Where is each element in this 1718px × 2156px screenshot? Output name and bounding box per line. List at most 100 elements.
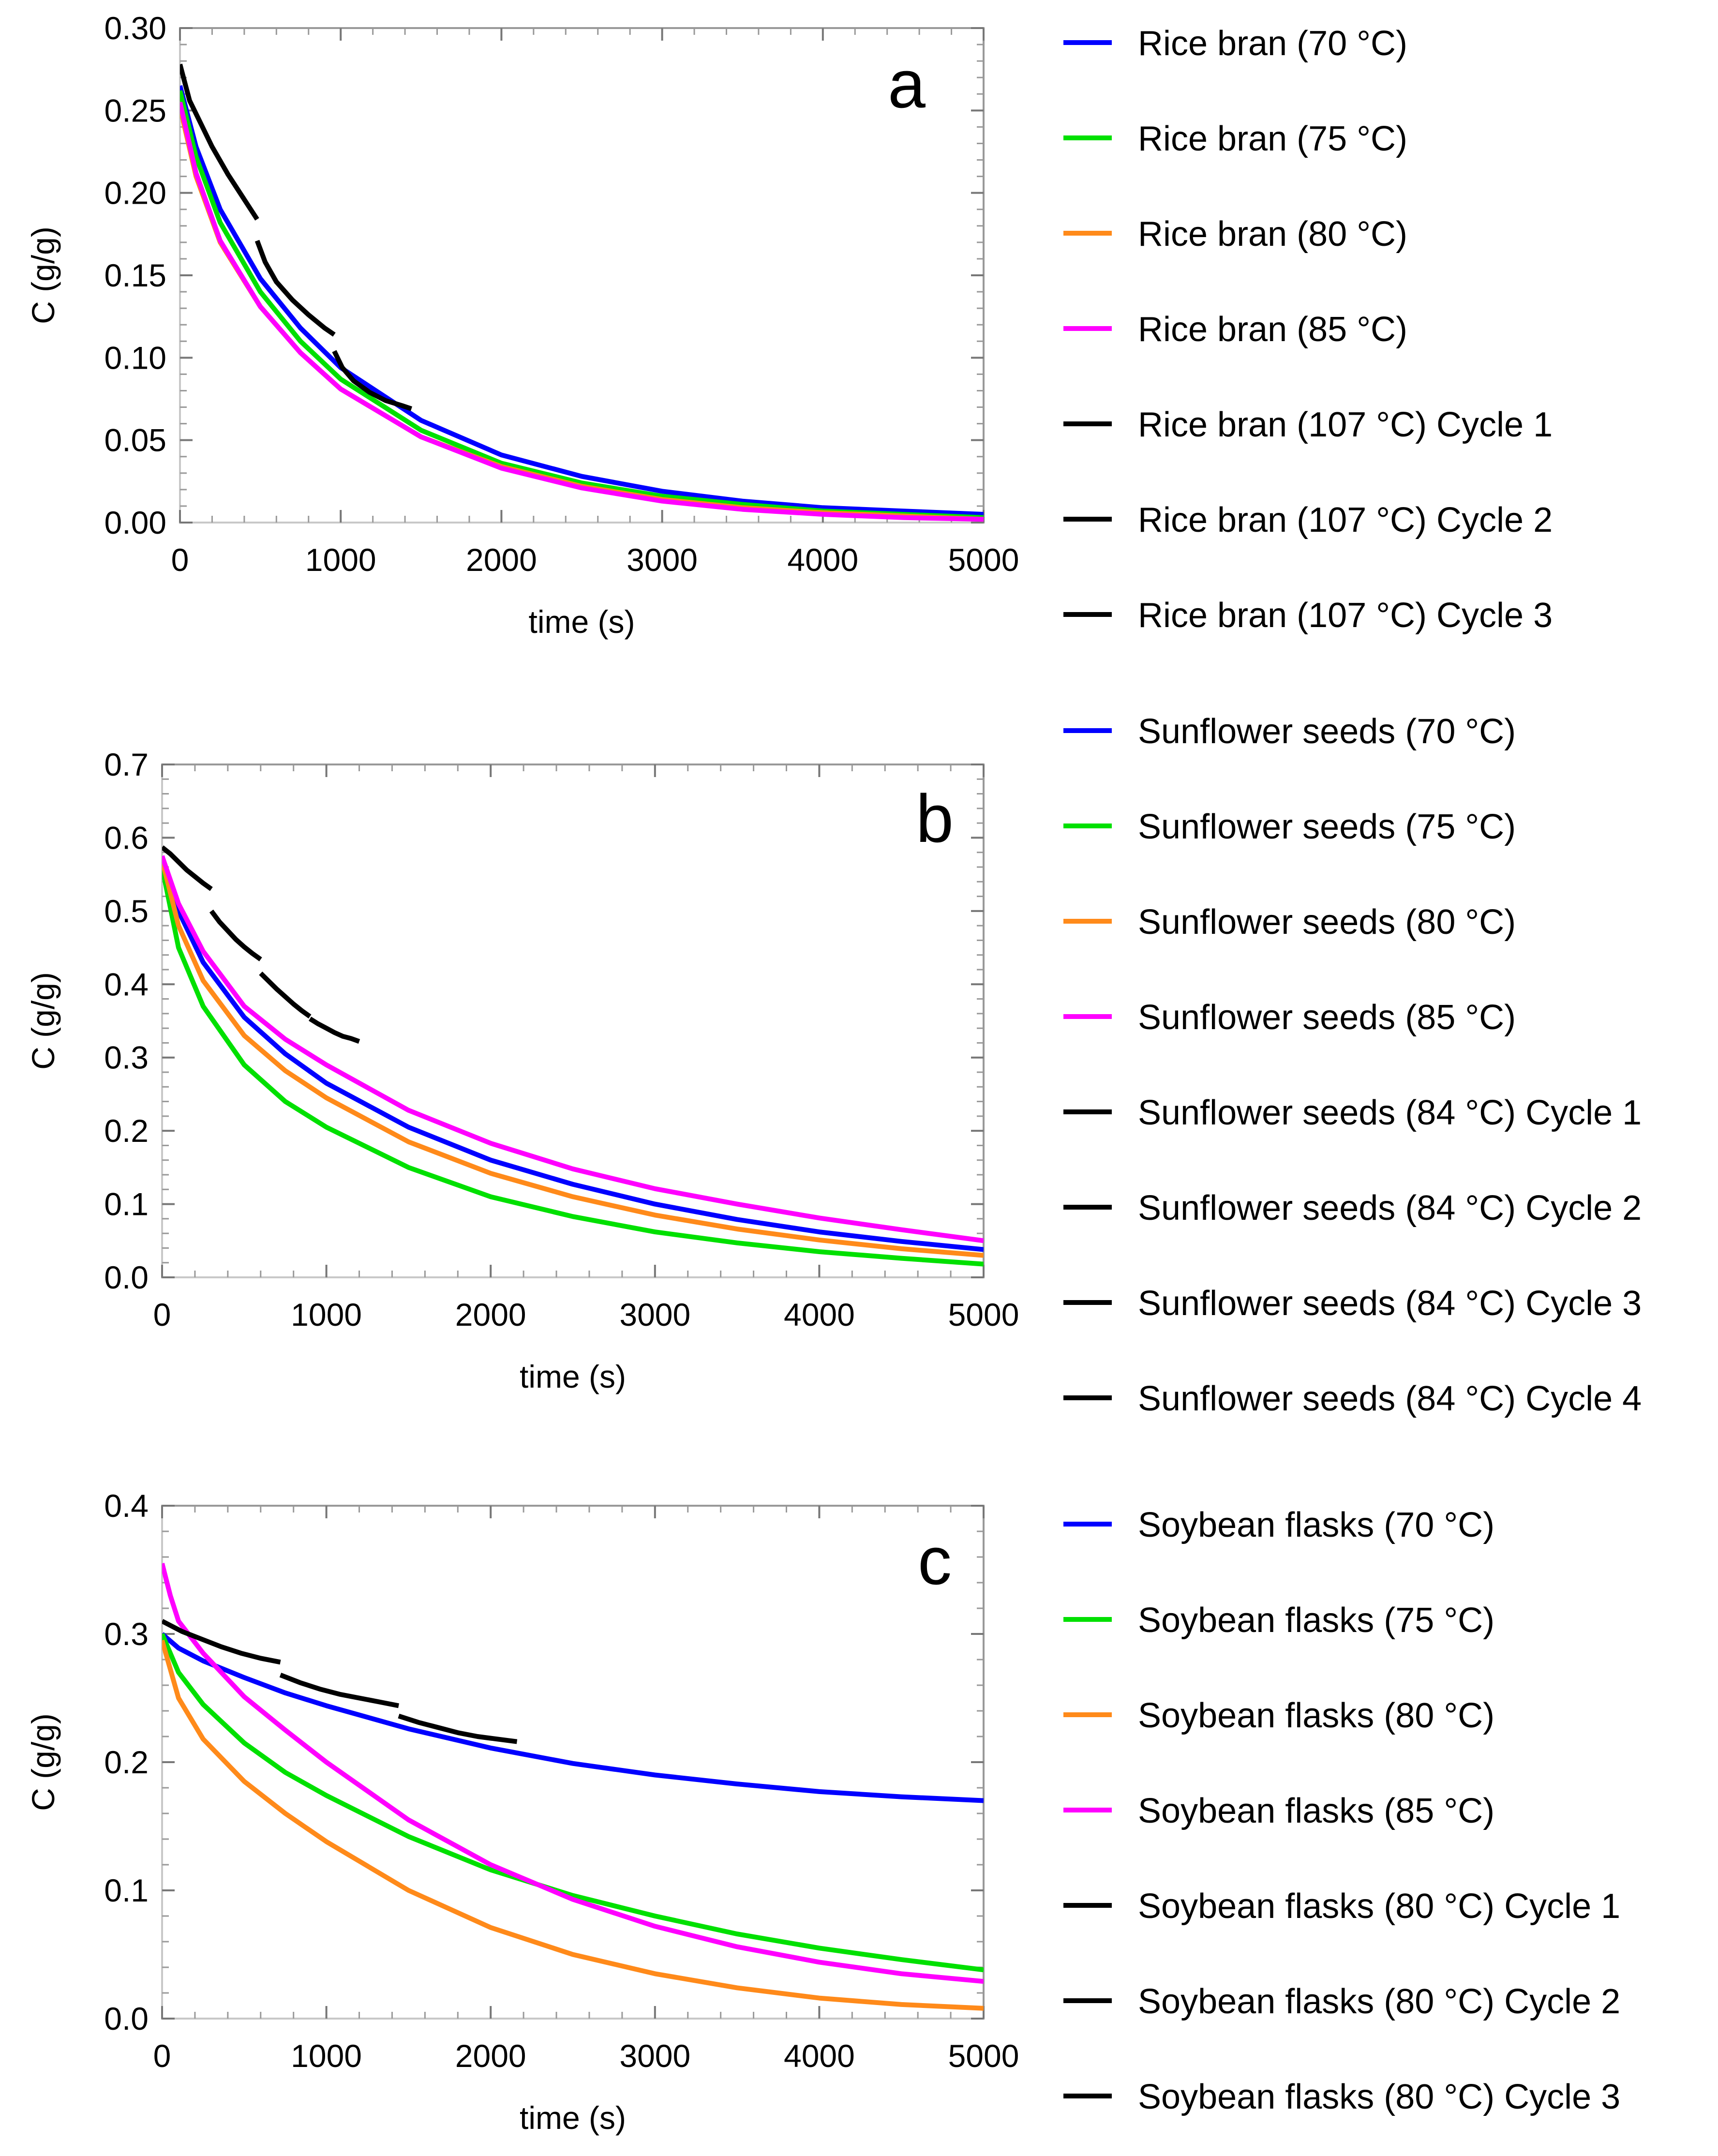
series-line-5	[180, 63, 259, 221]
legend-label: Soybean flasks (80 °C)	[1138, 1696, 1494, 1735]
legend-label: Sunflower seeds (75 °C)	[1138, 808, 1516, 846]
legend: Sunflower seeds (70 °C) Sunflower seeds (…	[1063, 712, 1642, 1418]
x-tick-label: 2000	[455, 1297, 526, 1333]
x-tick-label: 1000	[291, 1297, 362, 1333]
y-tick-label: 0.2	[104, 1744, 149, 1780]
x-tick-label: 0	[171, 542, 189, 578]
legend-label: Sunflower seeds (84 °C) Cycle 3	[1138, 1284, 1642, 1323]
x-tick-label: 0	[153, 2038, 171, 2074]
x-tick-label: 5000	[948, 2038, 1019, 2074]
y-tick-label: 0.7	[104, 747, 149, 782]
legend-label: Sunflower seeds (84 °C) Cycle 2	[1138, 1189, 1642, 1228]
y-tick-label: 0.5	[104, 893, 149, 929]
y-tick-label: 0.2	[104, 1113, 149, 1149]
series-line-3	[162, 859, 984, 1258]
legend-label: Sunflower seeds (70 °C)	[1138, 712, 1516, 751]
legend-label: Rice bran (70 °C)	[1138, 24, 1407, 63]
x-tick-label: 1000	[305, 542, 376, 578]
series-layer	[180, 63, 984, 522]
x-axis-title: time (s)	[529, 604, 635, 640]
panel-c: 0 1000 2000 3000 4000 5000 0.0 0.1 0.2 0.3 0.4 time…	[25, 1488, 1620, 2136]
plot-frame	[179, 27, 985, 524]
legend-label: Soybean flasks (85 °C)	[1138, 1792, 1494, 1830]
series-line-4	[180, 102, 984, 522]
x-tick-label: 1000	[291, 2038, 362, 2074]
y-tick-label: 0.1	[104, 1186, 149, 1222]
series-line-6	[254, 240, 336, 337]
legend-label: Soybean flasks (80 °C) Cycle 1	[1138, 1887, 1620, 1926]
x-axis-title: time (s)	[520, 2100, 626, 2136]
legend-label: Soybean flasks (80 °C) Cycle 2	[1138, 1982, 1620, 2021]
y-tick-label: 0.15	[105, 257, 166, 293]
x-tick-label: 3000	[619, 1297, 690, 1333]
y-tick-label: 0.0	[104, 1259, 149, 1295]
series-line-5	[162, 845, 213, 891]
x-tick-label: 4000	[784, 1297, 855, 1333]
x-tick-label: 2000	[466, 542, 537, 578]
legend: Soybean flasks (70 °C) Soybean flasks (75…	[1063, 1506, 1620, 2116]
legend-label: Soybean flasks (75 °C)	[1138, 1601, 1494, 1640]
legend-label: Rice bran (107 °C) Cycle 1	[1138, 405, 1553, 444]
series-line-7	[398, 1713, 518, 1744]
series-line-7	[332, 350, 413, 411]
x-tick-label: 3000	[619, 2038, 690, 2074]
x-tick-label: 4000	[787, 542, 858, 578]
panel-label: b	[916, 780, 954, 856]
series-line-2	[162, 1633, 984, 1973]
x-tick-label: 2000	[455, 2038, 526, 2074]
plot-frame	[161, 764, 985, 1278]
legend-label: Rice bran (75 °C)	[1138, 120, 1407, 158]
y-axis-title: C (g/g)	[25, 972, 61, 1070]
y-axis-title: C (g/g)	[25, 1713, 61, 1811]
panel-label: c	[918, 1523, 952, 1599]
legend: Rice bran (70 °C) Rice bran (75 °C) Rice b…	[1063, 24, 1553, 635]
panel-label: a	[888, 46, 926, 122]
y-tick-label: 0.1	[104, 1872, 149, 1908]
series-line-8	[308, 1017, 360, 1044]
y-tick-label: 0.0	[104, 2001, 149, 2036]
x-tick-label: 0	[153, 1297, 171, 1333]
series-line-1	[180, 85, 984, 517]
y-tick-label: 0.30	[105, 10, 166, 46]
y-tick-label: 0.3	[104, 1040, 149, 1076]
series-line-3	[180, 106, 984, 522]
legend-label: Sunflower seeds (84 °C) Cycle 4	[1138, 1379, 1642, 1418]
legend-label: Sunflower seeds (80 °C)	[1138, 903, 1516, 942]
series-line-6	[279, 1673, 399, 1708]
y-axis-title: C (g/g)	[25, 226, 61, 324]
y-tick-label: 0.4	[104, 966, 149, 1002]
legend-label: Rice bran (85 °C)	[1138, 310, 1407, 349]
x-tick-label: 3000	[627, 542, 698, 578]
legend-label: Rice bran (107 °C) Cycle 2	[1138, 501, 1553, 539]
y-tick-label: 0.05	[105, 422, 166, 458]
series-line-1	[162, 1632, 984, 1803]
series-layer	[162, 845, 984, 1267]
series-line-7	[259, 972, 312, 1018]
y-tick-label: 0.00	[105, 505, 166, 540]
x-axis-title: time (s)	[520, 1359, 626, 1394]
series-line-2	[162, 867, 984, 1267]
y-tick-label: 0.4	[104, 1488, 149, 1524]
series-line-1	[162, 855, 984, 1252]
legend-label: Sunflower seeds (84 °C) Cycle 1	[1138, 1093, 1642, 1132]
x-tick-label: 5000	[948, 542, 1019, 578]
legend-label: Rice bran (107 °C) Cycle 3	[1138, 596, 1553, 635]
y-tick-label: 0.10	[105, 340, 166, 375]
y-tick-label: 0.3	[104, 1616, 149, 1652]
x-tick-label: 5000	[948, 1297, 1019, 1333]
legend-label: Soybean flasks (70 °C)	[1138, 1506, 1494, 1544]
legend-label: Sunflower seeds (85 °C)	[1138, 998, 1516, 1037]
y-tick-label: 0.6	[104, 820, 149, 855]
series-line-3	[162, 1639, 984, 2011]
series-line-4	[162, 855, 984, 1243]
legend-label: Soybean flasks (80 °C) Cycle 3	[1138, 2078, 1620, 2116]
panel-a: 0 1000 2000 3000 4000 5000 0.00 0.05 0.10 0.15 0.2…	[25, 10, 1553, 640]
y-tick-label: 0.25	[105, 92, 166, 128]
x-tick-label: 4000	[784, 2038, 855, 2074]
series-layer	[162, 1563, 984, 2011]
y-tick-label: 0.20	[105, 175, 166, 211]
series-line-5	[162, 1619, 281, 1665]
panel-b: 0 1000 2000 3000 4000 5000 0.0 0.1 0.2 0.3 0.4 0.5 0…	[25, 712, 1642, 1418]
series-line-6	[209, 909, 262, 961]
